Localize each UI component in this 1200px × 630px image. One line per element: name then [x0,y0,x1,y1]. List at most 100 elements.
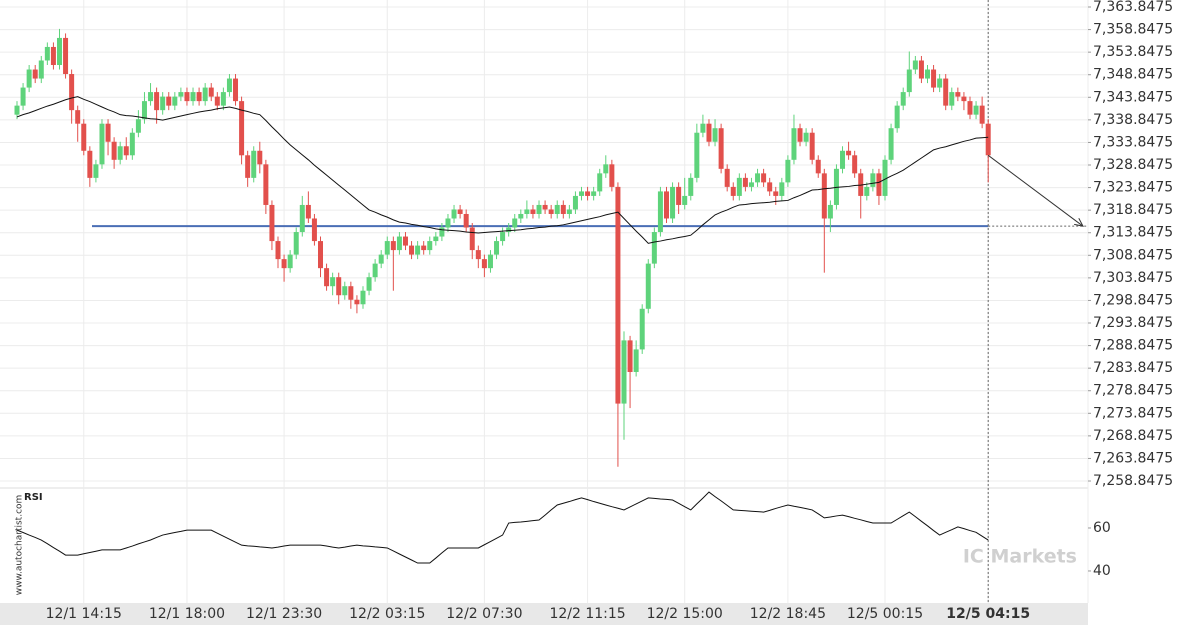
candle-body [712,128,718,142]
candle-body [651,232,657,264]
candle-body [44,46,50,61]
candle-body [135,119,141,133]
y-tick-label: 7,338.8475 [1093,112,1173,128]
candle-body [402,236,408,246]
rsi-line [16,491,989,564]
candle-body [184,92,190,102]
candle-body [360,290,366,305]
candle-body [415,245,421,255]
candle-body [530,209,536,214]
y-tick-label: 7,303.8475 [1093,270,1173,286]
candle-body [621,340,627,404]
candle-body [524,209,530,214]
candle-body [718,128,724,169]
candle-body [117,146,123,160]
candle-body [32,69,38,79]
candle-body [239,101,245,156]
candle-body [591,191,597,196]
candle-body [706,123,712,142]
candle-body [579,191,585,196]
candle-body [226,78,232,93]
x-tick-label: 12/1 18:00 [149,606,225,622]
candle-body [918,60,924,79]
candle-body [275,241,281,260]
candle-body [469,227,475,251]
candle-body [299,204,305,233]
candle-body [348,286,354,300]
candle-body [494,241,500,255]
candle-body [870,173,876,187]
y-tick-label: 7,353.8475 [1093,44,1173,60]
candle-body [730,186,736,196]
candle-body [281,259,287,269]
y-tick-label: 7,308.8475 [1093,247,1173,263]
candle-body [87,150,93,178]
candle-body [105,123,111,142]
candle-body [542,204,548,210]
candle-body [937,78,943,88]
candle-body [208,87,214,97]
candle-body [160,96,166,111]
candle-body [196,92,202,102]
x-tick-label: 12/2 03:15 [349,606,425,622]
candle-body [214,96,220,106]
candle-body [797,128,803,142]
candle-body [245,155,251,178]
candle-body [481,259,487,269]
candle-body [682,195,688,205]
candle-body [396,236,402,251]
y-tick-label: 7,278.8475 [1093,383,1173,399]
candle-body [949,92,955,106]
candle-body [172,96,178,106]
y-tick-label: 7,348.8475 [1093,67,1173,83]
candle-body [512,218,518,228]
candle-body [202,87,208,102]
candle-body [700,123,706,133]
candle-body [779,182,785,196]
candle-body [439,227,445,237]
candle-body [973,105,979,115]
rsi-title: RSI [24,492,43,503]
candle-body [888,128,894,160]
candle-body [330,277,336,287]
candle-body [852,155,858,174]
candle-body [876,173,882,196]
candle-body [943,78,949,106]
y-tick-label: 7,288.8475 [1093,338,1173,354]
brand-watermark: IC Markets [963,546,1077,568]
candle-body [475,250,481,260]
x-tick-label: 12/1 23:30 [246,606,322,622]
y-tick-label: 7,298.8475 [1093,292,1173,308]
candle-body [761,173,767,183]
candle-body [384,241,390,255]
candle-body [548,209,554,214]
candle-body [123,146,129,156]
candle-body [38,60,44,79]
candle-body [148,92,154,102]
x-tick-label: 12/2 11:15 [549,606,625,622]
candle-body [69,74,75,111]
candle-body [603,164,609,174]
candle-body [111,141,117,160]
y-tick-label: 7,258.8475 [1093,473,1173,489]
y-tick-label: 7,268.8475 [1093,428,1173,444]
candle-body [129,132,135,156]
candle-body [864,186,870,196]
candle-body [141,101,147,120]
candle-body [955,92,961,97]
x-tick-label: 12/2 18:45 [750,606,826,622]
candle-body [663,191,669,219]
candle-body [487,254,493,269]
x-tick-label: 12/2 07:30 [446,606,522,622]
candle-body [882,159,888,196]
y-tick-label: 7,318.8475 [1093,202,1173,218]
candle-body [566,209,572,214]
candle-body [931,69,937,88]
candle-body [190,92,196,102]
candle-body [645,263,651,309]
x-axis-band [0,603,1088,625]
candle-body [572,195,578,210]
candle-body [791,128,797,160]
y-tick-label: 7,273.8475 [1093,405,1173,421]
